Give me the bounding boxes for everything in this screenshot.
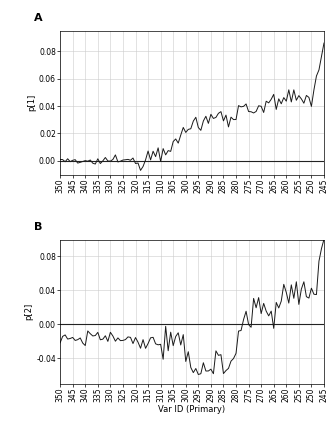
Text: A: A — [34, 14, 42, 23]
Y-axis label: p[2]: p[2] — [24, 303, 33, 320]
X-axis label: Var ID (Primary): Var ID (Primary) — [159, 405, 225, 414]
Y-axis label: p[1]: p[1] — [27, 94, 36, 111]
Text: B: B — [34, 222, 42, 232]
